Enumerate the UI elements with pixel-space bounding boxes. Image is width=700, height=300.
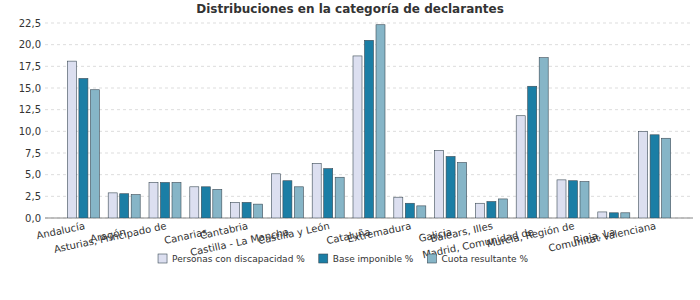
bar xyxy=(498,199,507,218)
bar xyxy=(557,180,566,218)
bar xyxy=(90,90,99,218)
x-tick-label: Asturias, Principado de xyxy=(53,220,168,255)
bar xyxy=(394,197,403,218)
legend-swatch xyxy=(427,254,436,263)
bar xyxy=(417,206,426,218)
bar xyxy=(662,138,671,218)
bar xyxy=(242,202,251,218)
title: Distribuciones en la categoría de declar… xyxy=(196,2,504,16)
bar xyxy=(283,181,292,218)
y-tick-label: 5,0 xyxy=(25,169,41,180)
bar xyxy=(650,135,659,218)
bar xyxy=(516,116,525,218)
x-tick-label: Castilla y León xyxy=(257,220,331,246)
y-tick-label: 10,0 xyxy=(19,126,41,137)
bar xyxy=(621,213,630,218)
bar xyxy=(67,61,76,218)
legend-swatch xyxy=(319,254,328,263)
bar xyxy=(353,56,362,218)
bar xyxy=(446,156,455,218)
bar xyxy=(376,25,385,218)
bars xyxy=(67,25,670,218)
bar xyxy=(149,182,158,218)
bar xyxy=(294,187,303,218)
y-tick-label: 15,0 xyxy=(19,83,41,94)
bar xyxy=(254,204,263,218)
bar xyxy=(569,181,578,218)
bar xyxy=(528,86,537,218)
legend-swatch xyxy=(158,254,167,263)
legend-label: Personas con discapacidad % xyxy=(172,254,305,264)
y-tick-label: 22,5 xyxy=(19,18,41,29)
bar xyxy=(231,202,240,218)
bar xyxy=(324,169,333,218)
bar xyxy=(213,189,222,218)
y-tick-label: 0,0 xyxy=(25,213,41,224)
bar xyxy=(131,195,140,218)
bar xyxy=(539,58,548,218)
bar xyxy=(79,78,88,218)
bar xyxy=(161,182,170,218)
bar xyxy=(458,163,467,218)
bar xyxy=(435,150,444,218)
chart: Distribuciones en la categoría de declar… xyxy=(0,0,700,300)
bar xyxy=(190,187,199,218)
y-tick-label: 7,5 xyxy=(25,148,41,159)
x-tick-label: Comunitat Valenciana xyxy=(547,220,657,254)
bar xyxy=(365,40,374,218)
bar xyxy=(487,202,496,218)
bar xyxy=(405,203,414,218)
grid-line xyxy=(45,23,693,24)
legend-label: Cuota resultante % xyxy=(441,254,528,264)
y-tick-label: 17,5 xyxy=(19,61,41,72)
bar xyxy=(271,174,280,218)
bar xyxy=(335,177,344,218)
bar xyxy=(312,163,321,218)
legend: Personas con discapacidad % Base imponibl… xyxy=(158,254,528,264)
bar xyxy=(639,131,648,218)
y-tick-label: 2,5 xyxy=(25,191,41,202)
y-tick-label: 20,0 xyxy=(19,39,41,50)
y-axis xyxy=(45,23,46,218)
bar xyxy=(475,203,484,218)
bar xyxy=(580,182,589,218)
legend-label: Base imponible % xyxy=(333,254,414,264)
bar xyxy=(172,182,181,218)
bar xyxy=(201,187,210,218)
x-tick-label: Extremadura xyxy=(346,220,412,244)
y-tick-label: 12,5 xyxy=(19,104,41,115)
bar xyxy=(598,212,607,218)
bar xyxy=(108,193,117,218)
bar xyxy=(120,194,129,218)
bar xyxy=(609,213,618,218)
